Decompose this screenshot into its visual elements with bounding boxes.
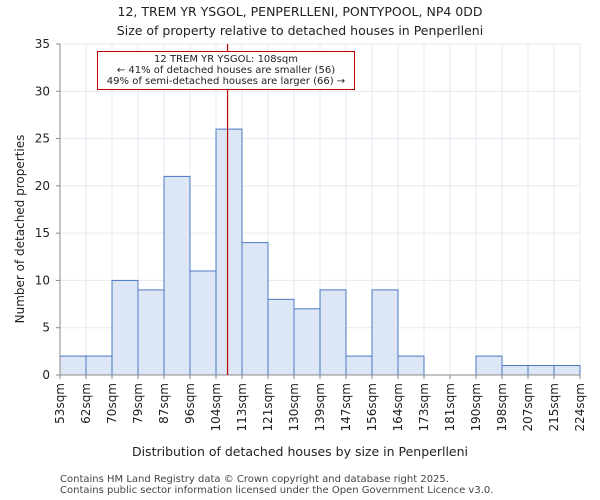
bar-147sqm [345,355,373,376]
bar-121sqm [267,298,295,376]
y-tick-label: 0 [42,368,50,382]
bar-87sqm [163,175,191,376]
x-tick-label: 87sqm [157,383,171,424]
property-annotation: 12 TREM YR YSGOL: 108sqm ← 41% of detach… [97,51,355,90]
footer-licence: Contains public sector information licen… [60,485,494,496]
y-tick-label: 35 [35,37,50,51]
footer-copyright: Contains HM Land Registry data © Crown c… [60,474,449,485]
bar-215sqm [553,365,581,376]
chart-title-line2: Size of property relative to detached ho… [116,23,484,38]
bar-207sqm [527,365,555,376]
y-axis-label: Number of detached properties [13,134,27,324]
x-tick-label: 113sqm [235,383,249,431]
x-tick-label: 53sqm [53,383,67,424]
x-tick-label: 164sqm [391,383,405,431]
annotation-line-2: ← 41% of detached houses are smaller (56… [116,65,336,76]
x-tick-label: 181sqm [443,383,457,431]
bar-113sqm [241,242,269,376]
x-tick-label: 207sqm [521,383,535,431]
x-tick-label: 130sqm [287,383,301,431]
x-tick-label: 96sqm [183,383,197,424]
bar-62sqm [85,355,113,376]
y-tick-label: 10 [35,273,50,287]
annotation-line-1: 12 TREM YR YSGOL: 108sqm [154,54,298,65]
x-tick-label: 156sqm [365,383,379,431]
x-tick-label: 62sqm [79,383,93,424]
bar-190sqm [475,355,503,376]
x-tick-label: 79sqm [131,383,145,424]
y-tick-label: 5 [42,321,50,335]
x-tick-label: 190sqm [469,383,483,431]
x-tick-label: 224sqm [573,383,587,431]
bar-130sqm [293,308,321,376]
y-tick-label: 25 [35,132,50,146]
bar-198sqm [501,365,529,376]
x-axis-label: Distribution of detached houses by size … [131,444,469,459]
y-tick-label: 20 [35,179,50,193]
x-tick-label: 139sqm [313,383,327,431]
bar-164sqm [397,355,425,376]
x-tick-label: 198sqm [495,383,509,431]
x-tick-label: 147sqm [339,383,353,431]
bar-104sqm [215,128,243,376]
x-tick-label: 70sqm [105,383,119,424]
chart-title-line1: 12, TREM YR YSGOL, PENPERLLENI, PONTYPOO… [117,4,483,19]
x-tick-label: 121sqm [261,383,275,431]
x-tick-label: 104sqm [209,383,223,431]
bar-79sqm [137,289,165,376]
y-tick-label: 15 [35,226,50,240]
bar-70sqm [111,279,139,376]
bar-53sqm [59,355,87,376]
bar-96sqm [189,270,217,376]
bar-139sqm [319,289,347,376]
annotation-line-3: 49% of semi-detached houses are larger (… [106,76,346,87]
y-tick-label: 30 [35,84,50,98]
bar-156sqm [371,289,399,376]
x-tick-label: 173sqm [417,383,431,431]
x-tick-label: 215sqm [547,383,561,431]
